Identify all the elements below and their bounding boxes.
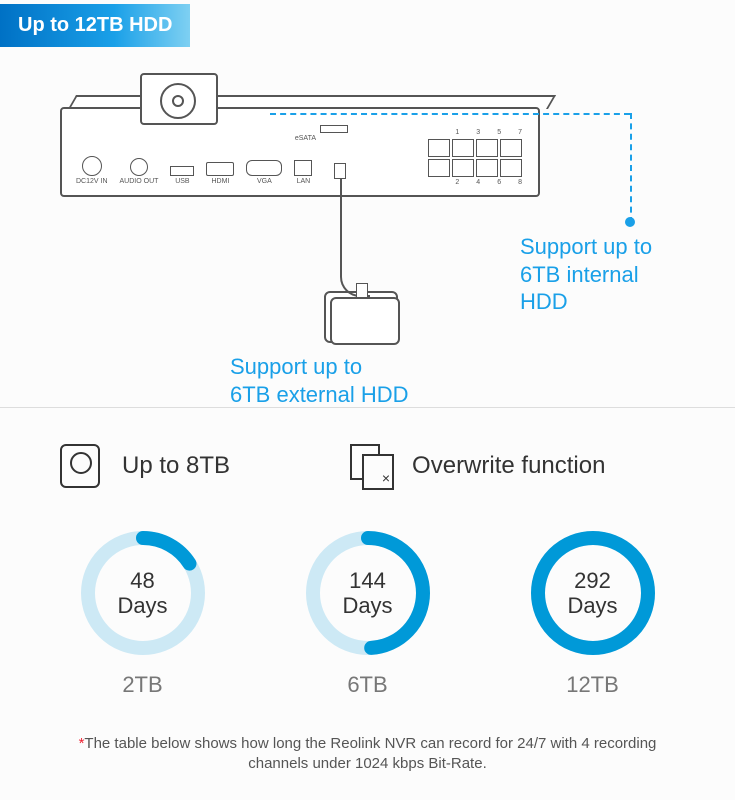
callout-dot-internal xyxy=(625,217,635,227)
ring-capacity: 6TB xyxy=(303,672,433,698)
feature-row: Up to 8TB Overwrite function xyxy=(0,426,735,498)
ring-label: 48 Days xyxy=(78,528,208,658)
power-port xyxy=(82,156,102,176)
lan-port xyxy=(294,160,312,176)
port-row: DC12V IN AUDIO OUT USB HDMI VGA LAN xyxy=(76,156,524,185)
title-badge: Up to 12TB HDD xyxy=(0,4,190,47)
internal-hdd-icon xyxy=(140,73,218,125)
ring-capacity: 12TB xyxy=(528,672,658,698)
callout-external-hdd: Support up to 6TB external HDD xyxy=(230,353,409,408)
esata-port xyxy=(320,125,348,133)
ring-capacity: 2TB xyxy=(78,672,208,698)
feature-overwrite-label: Overwrite function xyxy=(412,452,605,480)
ring-label: 292 Days xyxy=(528,528,658,658)
ring-label: 144 Days xyxy=(303,528,433,658)
rj45-labels-top: 1 3 5 7 xyxy=(455,129,522,136)
ring-6tb: 144 Days 6TB xyxy=(303,528,433,698)
footnote-text: The table below shows how long the Reoli… xyxy=(84,735,656,772)
esata-cable xyxy=(340,177,370,297)
esata-label: eSATA xyxy=(295,135,316,142)
footnote: *The table below shows how long the Reol… xyxy=(0,708,735,775)
callout-line-internal-h xyxy=(270,113,630,115)
feature-storage-label: Up to 8TB xyxy=(122,452,230,480)
feature-storage: Up to 8TB xyxy=(60,444,230,488)
callout-internal-hdd: Support up to 6TB internal HDD xyxy=(520,233,652,316)
ring-12tb: 292 Days 12TB xyxy=(528,528,658,698)
ring-2tb: 48 Days 2TB xyxy=(78,528,208,698)
recording-days-row: 48 Days 2TB 144 Days 6TB 292 xyxy=(0,498,735,708)
vga-port xyxy=(246,160,282,176)
cable-plug-top xyxy=(334,163,346,179)
audio-out-port xyxy=(130,158,148,176)
callout-line-internal-v xyxy=(630,113,632,223)
nvr-rear-panel: eSATA 1 3 5 7 2 4 6 8 DC12V IN AUDIO OUT… xyxy=(60,107,540,197)
nvr-diagram: eSATA 1 3 5 7 2 4 6 8 DC12V IN AUDIO OUT… xyxy=(20,67,715,407)
hdmi-port xyxy=(206,162,234,176)
overwrite-icon xyxy=(350,444,390,488)
hdd-icon xyxy=(60,444,100,488)
usb-port xyxy=(170,166,194,176)
external-hdd-icon xyxy=(330,297,400,345)
feature-overwrite: Overwrite function xyxy=(350,444,605,488)
